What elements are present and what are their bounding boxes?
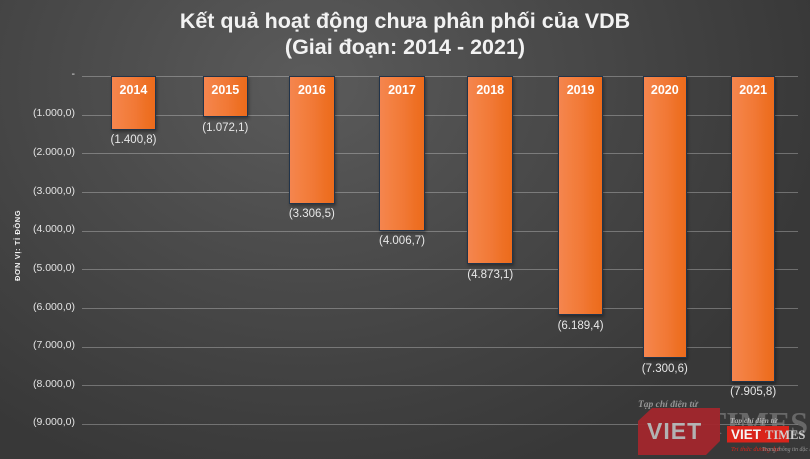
svg-text:Trang thông tin đặc biệt: Trang thông tin đặc biệt	[762, 447, 810, 453]
svg-text:VIET: VIET	[647, 418, 702, 444]
svg-text:TIMES: TIMES	[765, 428, 805, 442]
svg-text:Tạp chí điện tử: Tạp chí điện tử	[730, 416, 778, 425]
svg-text:VIET: VIET	[731, 427, 762, 442]
